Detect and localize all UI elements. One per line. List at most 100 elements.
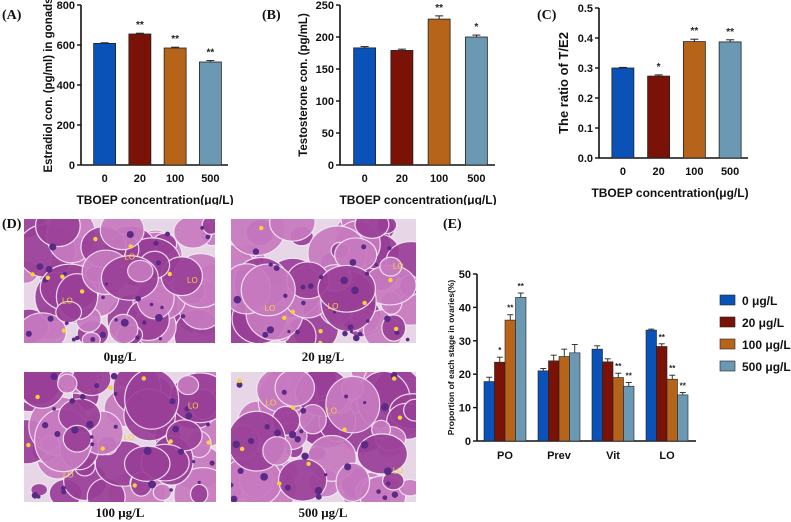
y-tick-label: 20 (459, 369, 471, 381)
nucleus (135, 335, 140, 340)
annotation-dot (30, 272, 35, 277)
y-axis-label: Proportion of each stage in ovaries(%) (446, 280, 456, 436)
nucleus (262, 331, 269, 338)
nucleus (71, 337, 76, 342)
stage-annotation: LO (188, 402, 199, 411)
stage-annotation: LO (393, 262, 404, 271)
oocyte (354, 219, 390, 239)
annotation-dot (93, 236, 98, 242)
nucleus (233, 295, 242, 304)
x-tick-label: 20 (653, 166, 665, 178)
nucleus (184, 406, 190, 412)
nucleus (363, 400, 367, 405)
annotation-dot (35, 394, 40, 400)
nucleus (169, 488, 173, 492)
y-tick-label: 150 (316, 64, 334, 76)
x-tick-label: 100 (166, 173, 184, 185)
nucleus (387, 246, 392, 251)
nucleus (36, 263, 44, 271)
legend-swatch (719, 338, 736, 350)
stage-annotation: LO (124, 433, 135, 442)
stage-annotation: LO (187, 276, 198, 285)
annotation-dot (239, 446, 245, 452)
annotation-dot (259, 225, 264, 231)
nucleus (287, 329, 291, 334)
annotation-dot (282, 315, 287, 321)
significance-marker: ** (726, 27, 734, 38)
y-tick-label: 0.0 (578, 153, 593, 165)
nucleus (61, 489, 67, 495)
micrograph-0: LO LO LO (24, 219, 215, 343)
x-tick-label: Vit (606, 450, 620, 462)
nucleus (155, 260, 162, 266)
micrograph-500: LO LO LO (231, 372, 416, 502)
bar (464, 36, 488, 166)
nucleus (382, 495, 388, 501)
y-tick-label: 30 (459, 336, 471, 348)
bar (537, 370, 549, 442)
annotation-dot (45, 275, 51, 281)
nucleus (301, 300, 306, 306)
micrograph-100: LO LO LO (24, 372, 216, 502)
bar (494, 361, 506, 442)
nucleus (200, 225, 205, 230)
nucleus (237, 467, 244, 475)
x-tick-label: 0 (102, 173, 108, 185)
nucleus (52, 407, 56, 411)
stage-annotation: LO (124, 252, 135, 261)
y-tick-label: 0 (69, 160, 75, 172)
annotation-dot (397, 415, 403, 420)
nucleus (314, 486, 323, 495)
nucleus (64, 321, 69, 325)
nucleus (54, 430, 61, 438)
y-tick-label: 0.3 (578, 63, 593, 75)
panel-label-d: (D) (2, 217, 22, 232)
nucleus (344, 463, 352, 471)
nucleus (351, 286, 359, 295)
stage-annotation: LO (265, 304, 276, 313)
nucleus (126, 230, 134, 239)
nucleus (164, 231, 171, 237)
y-tick-label: 0.5 (578, 3, 593, 15)
significance-marker: ** (690, 26, 698, 37)
annotation-dot (128, 244, 133, 249)
oocyte (24, 312, 67, 343)
annotation-dot (393, 326, 399, 332)
significance-marker: ** (507, 304, 514, 313)
annotation-dot (132, 483, 137, 488)
bar (504, 319, 516, 442)
nucleus (149, 302, 154, 307)
nucleus (71, 426, 79, 434)
annotation-dot (362, 300, 367, 306)
annotation-dot (388, 277, 393, 283)
oocyte (262, 435, 292, 466)
nucleus (301, 452, 309, 460)
nucleus (155, 313, 163, 322)
micrograph-20: LO LO LO (231, 219, 416, 343)
nucleus (160, 305, 164, 310)
nucleus (360, 441, 369, 449)
stage-annotation: LO (63, 470, 74, 479)
oocyte (152, 483, 173, 501)
bar (548, 360, 560, 442)
nucleus (79, 393, 86, 400)
nucleus (143, 446, 152, 455)
nucleus (342, 330, 348, 337)
nucleus (300, 407, 307, 414)
legend-label: 500 μg/L (742, 360, 791, 374)
significance-marker: ** (136, 20, 144, 31)
nucleus (394, 330, 400, 336)
nucleus (391, 491, 399, 498)
micrograph-caption-100: 100 μg/L (95, 505, 145, 520)
micrograph-caption-500: 500 μg/L (298, 505, 348, 520)
bar (611, 67, 635, 159)
legend-label: 100 μg/L (742, 338, 791, 352)
micrograph-caption-0: 0μg/L (103, 349, 137, 364)
nucleus (252, 248, 260, 255)
chart-c-ratio: 0.0 0.1 0.2 0.3 0.4 0.5 0 * 20 ** 100 ** 500 The rati… (556, 3, 749, 200)
bar (483, 381, 495, 442)
bar (93, 43, 117, 166)
nucleus (300, 284, 306, 290)
bar (612, 377, 624, 442)
